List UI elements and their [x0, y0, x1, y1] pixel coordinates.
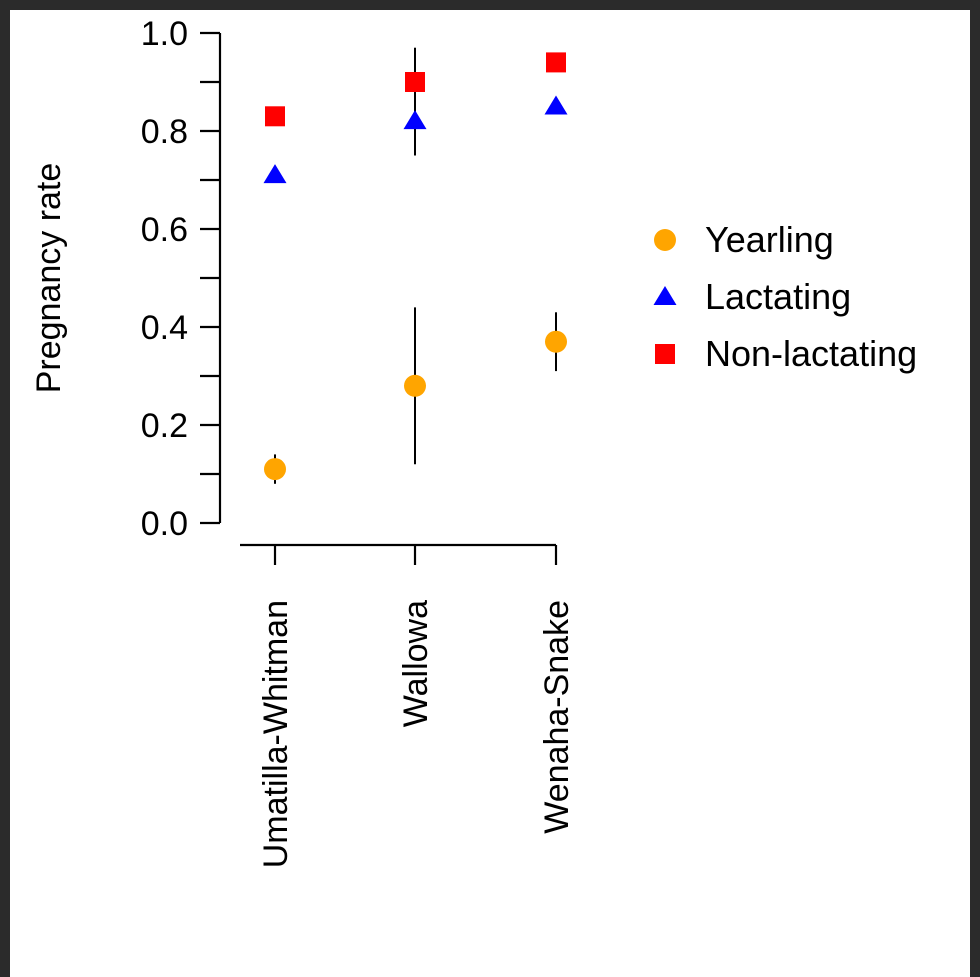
y-tick-label: 1.0 — [141, 15, 188, 53]
y-tick-label: 0.6 — [141, 211, 188, 249]
legend-marker-yearling — [654, 229, 676, 251]
lactating-point — [263, 164, 287, 184]
legend-marker-non-lactating — [655, 344, 675, 364]
lactating-point — [544, 95, 568, 115]
y-axis-label: Pregnancy rate — [30, 163, 68, 394]
yearling-point — [404, 374, 426, 397]
legend-label-lactating: Lactating — [705, 276, 851, 317]
legend-marker-lactating — [653, 285, 677, 305]
legend-label-yearling: Yearling — [705, 219, 834, 260]
chart-frame: 0.0 0.2 0.4 0.6 0.8 1.0 Umatilla-Whitman Wallo… — [10, 10, 970, 977]
yearling-point — [264, 458, 286, 481]
yearling-point — [545, 330, 567, 353]
legend: Yearling Lactating Non-lactating — [653, 219, 917, 374]
lactating-point — [403, 110, 427, 130]
y-tick-label: 0.0 — [141, 505, 188, 543]
non-lactating-point — [265, 106, 285, 127]
non-lactating-point — [546, 52, 566, 73]
y-axis: 0.0 0.2 0.4 0.6 0.8 1.0 — [141, 15, 222, 543]
pregnancy-rate-chart: 0.0 0.2 0.4 0.6 0.8 1.0 Umatilla-Whitman Wallo… — [30, 15, 917, 868]
y-tick-label: 0.4 — [141, 309, 188, 347]
legend-label-non-lactating: Non-lactating — [705, 333, 917, 374]
x-tick-label: Wallowa — [397, 600, 435, 727]
non-lactating-point — [405, 72, 425, 92]
y-tick-label: 0.8 — [141, 113, 188, 151]
x-axis: Umatilla-Whitman Wallowa Wenaha-Snake — [240, 543, 576, 868]
y-tick-label: 0.2 — [141, 407, 188, 445]
data-points — [263, 52, 568, 481]
x-tick-label: Umatilla-Whitman — [257, 600, 295, 868]
x-tick-label: Wenaha-Snake — [538, 600, 576, 834]
